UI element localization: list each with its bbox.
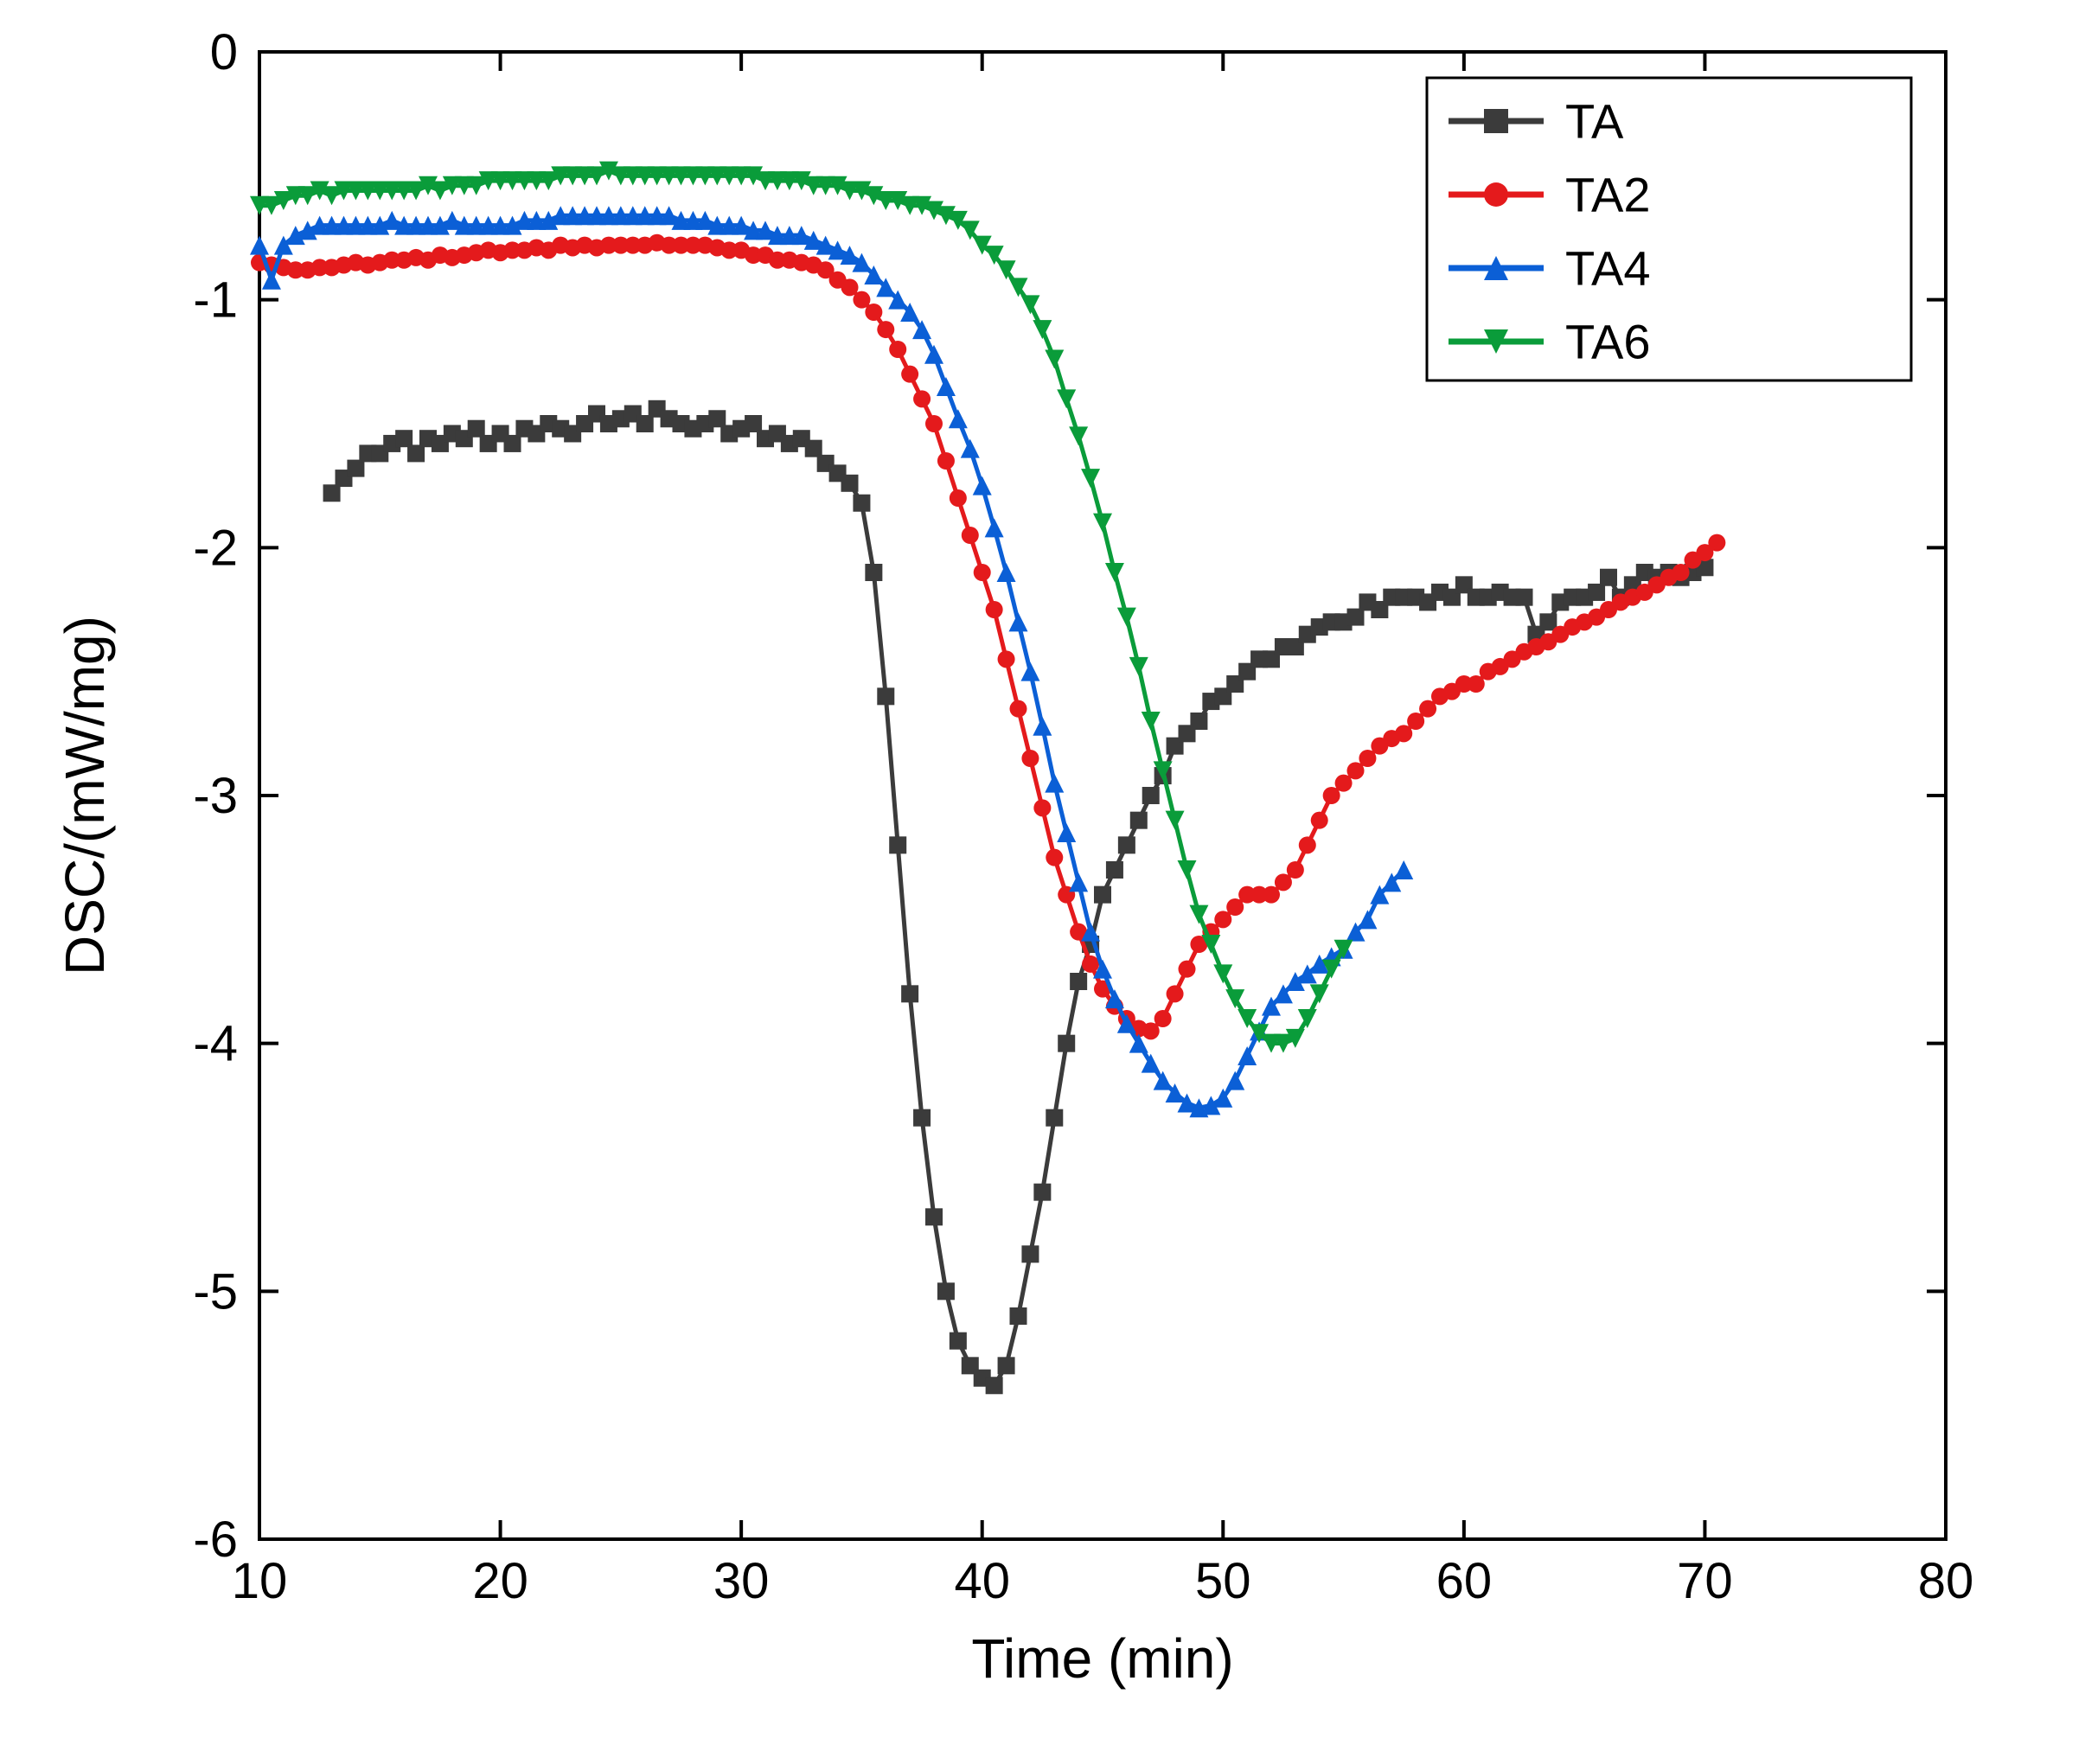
- x-tick-label: 40: [954, 1553, 1010, 1609]
- legend: TA TA2 TA4 TA6: [1427, 78, 1911, 380]
- legend-label: TA: [1565, 94, 1624, 149]
- legend-label: TA6: [1565, 315, 1651, 369]
- x-tick-label: 50: [1195, 1553, 1251, 1609]
- y-tick-label: 0: [210, 24, 238, 80]
- y-tick-label: -6: [193, 1512, 238, 1568]
- x-tick-label: 20: [472, 1553, 528, 1609]
- y-tick-label: -5: [193, 1263, 238, 1320]
- x-tick-label: 80: [1918, 1553, 1974, 1609]
- dsc-chart: 10 20 30 40 50 60 70 80 0 -1 -2 -3 -4 -5 -6 Time (min) D…: [0, 0, 2085, 1764]
- y-tick-label: -2: [193, 520, 238, 576]
- legend-label: TA4: [1565, 241, 1651, 296]
- y-axis-label: DSC/(mW/mg): [54, 616, 116, 975]
- y-tick-label: -4: [193, 1016, 238, 1072]
- x-tick-label: 10: [232, 1553, 288, 1609]
- legend-label: TA2: [1565, 168, 1651, 222]
- y-tick-label: -1: [193, 272, 238, 329]
- x-axis-label: Time (min): [971, 1627, 1233, 1690]
- x-tick-label: 30: [713, 1553, 770, 1609]
- chart-svg: 10 20 30 40 50 60 70 80 0 -1 -2 -3 -4 -5 -6 Time (min) D…: [0, 0, 2085, 1764]
- y-tick-label: -3: [193, 768, 238, 824]
- x-tick-label: 70: [1677, 1553, 1733, 1609]
- x-tick-label: 60: [1436, 1553, 1493, 1609]
